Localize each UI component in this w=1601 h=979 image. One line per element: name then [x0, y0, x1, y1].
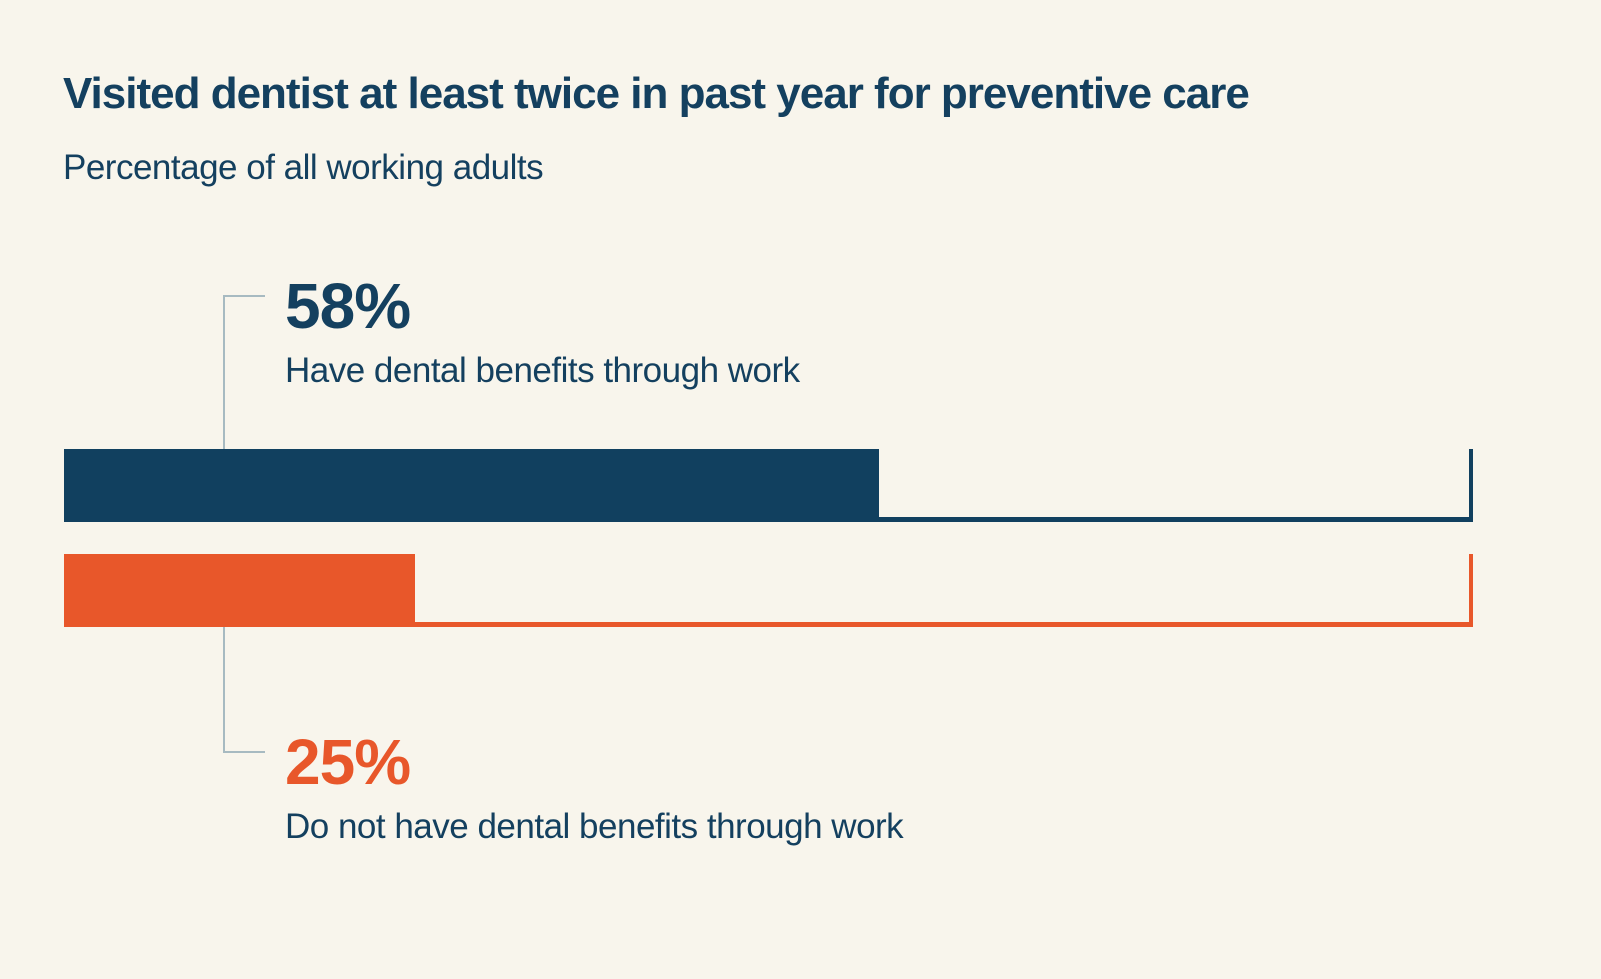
connector-line-top-horizontal — [223, 295, 265, 297]
chart-subtitle: Percentage of all working adults — [63, 148, 544, 187]
category-label-have-benefits: Have dental benefits through work — [285, 351, 800, 390]
annotation-have-benefits: 58% Have dental benefits through work — [285, 274, 800, 391]
annotation-no-benefits: 25% Do not have dental benefits through … — [285, 726, 904, 847]
connector-line-top-vertical — [223, 295, 225, 449]
bar-track-no-benefits — [64, 554, 1473, 627]
bar-no-benefits — [64, 554, 416, 622]
connector-line-bottom-horizontal — [223, 751, 265, 753]
bar-have-benefits — [64, 449, 879, 517]
value-label-have-benefits: 58% — [285, 270, 411, 342]
category-label-no-benefits: Do not have dental benefits through work — [285, 807, 904, 846]
bar-track-have-benefits — [64, 449, 1473, 522]
connector-line-bottom-vertical — [223, 627, 225, 753]
value-label-no-benefits: 25% — [285, 726, 411, 798]
chart-title: Visited dentist at least twice in past y… — [63, 69, 1250, 118]
